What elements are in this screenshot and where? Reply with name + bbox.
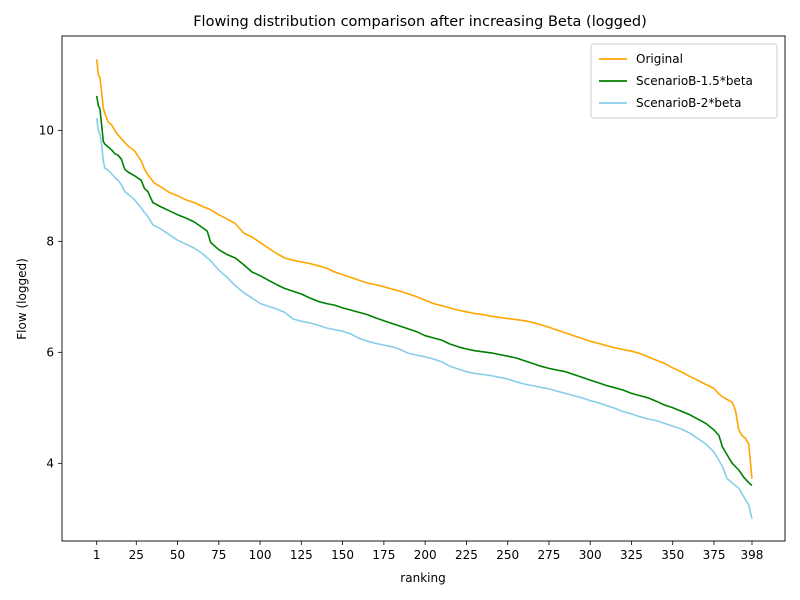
x-axis-label: ranking [400, 571, 445, 585]
x-tick-label: 100 [249, 548, 272, 562]
x-tick-label: 200 [414, 548, 437, 562]
x-tick-label: 50 [170, 548, 185, 562]
series-line-0 [95, 59, 753, 479]
plot-frame [61, 35, 786, 542]
x-tick-label: 275 [537, 548, 560, 562]
y-tick-label: 10 [39, 123, 54, 137]
x-tick-label: 150 [331, 548, 354, 562]
x-tick-label: 250 [496, 548, 519, 562]
x-tick-label: 398 [741, 548, 764, 562]
y-axis-label: Flow (logged) [15, 258, 29, 339]
x-tick-label: 225 [455, 548, 478, 562]
x-tick-label: 175 [372, 548, 395, 562]
series-line-1 [95, 95, 753, 487]
x-tick-label: 325 [620, 548, 643, 562]
legend: Original ScenarioB-1.5*beta ScenarioB-2*be… [590, 43, 778, 119]
legend-label: ScenarioB-2*beta [636, 96, 741, 110]
x-tick-label: 375 [703, 548, 726, 562]
plot-area [95, 59, 753, 519]
y-tick-label: 8 [46, 234, 54, 248]
axes: 1 25 50 75 100 125 150 175 200 225 250 275 300 325 350… [39, 35, 786, 562]
legend-label: ScenarioB-1.5*beta [636, 74, 753, 88]
legend-label: Original [636, 52, 683, 66]
legend-box [590, 43, 778, 119]
x-tick-label: 25 [129, 548, 144, 562]
chart-title: Flowing distribution comparison after in… [193, 14, 647, 30]
x-tick-label: 350 [661, 548, 684, 562]
x-tick-label: 300 [579, 548, 602, 562]
x-tick-label: 75 [211, 548, 226, 562]
y-tick-label: 6 [46, 345, 54, 359]
x-tick-label: 1 [93, 548, 101, 562]
y-tick-label: 4 [46, 456, 54, 470]
x-tick-label: 125 [290, 548, 313, 562]
series-line-2 [95, 117, 753, 519]
